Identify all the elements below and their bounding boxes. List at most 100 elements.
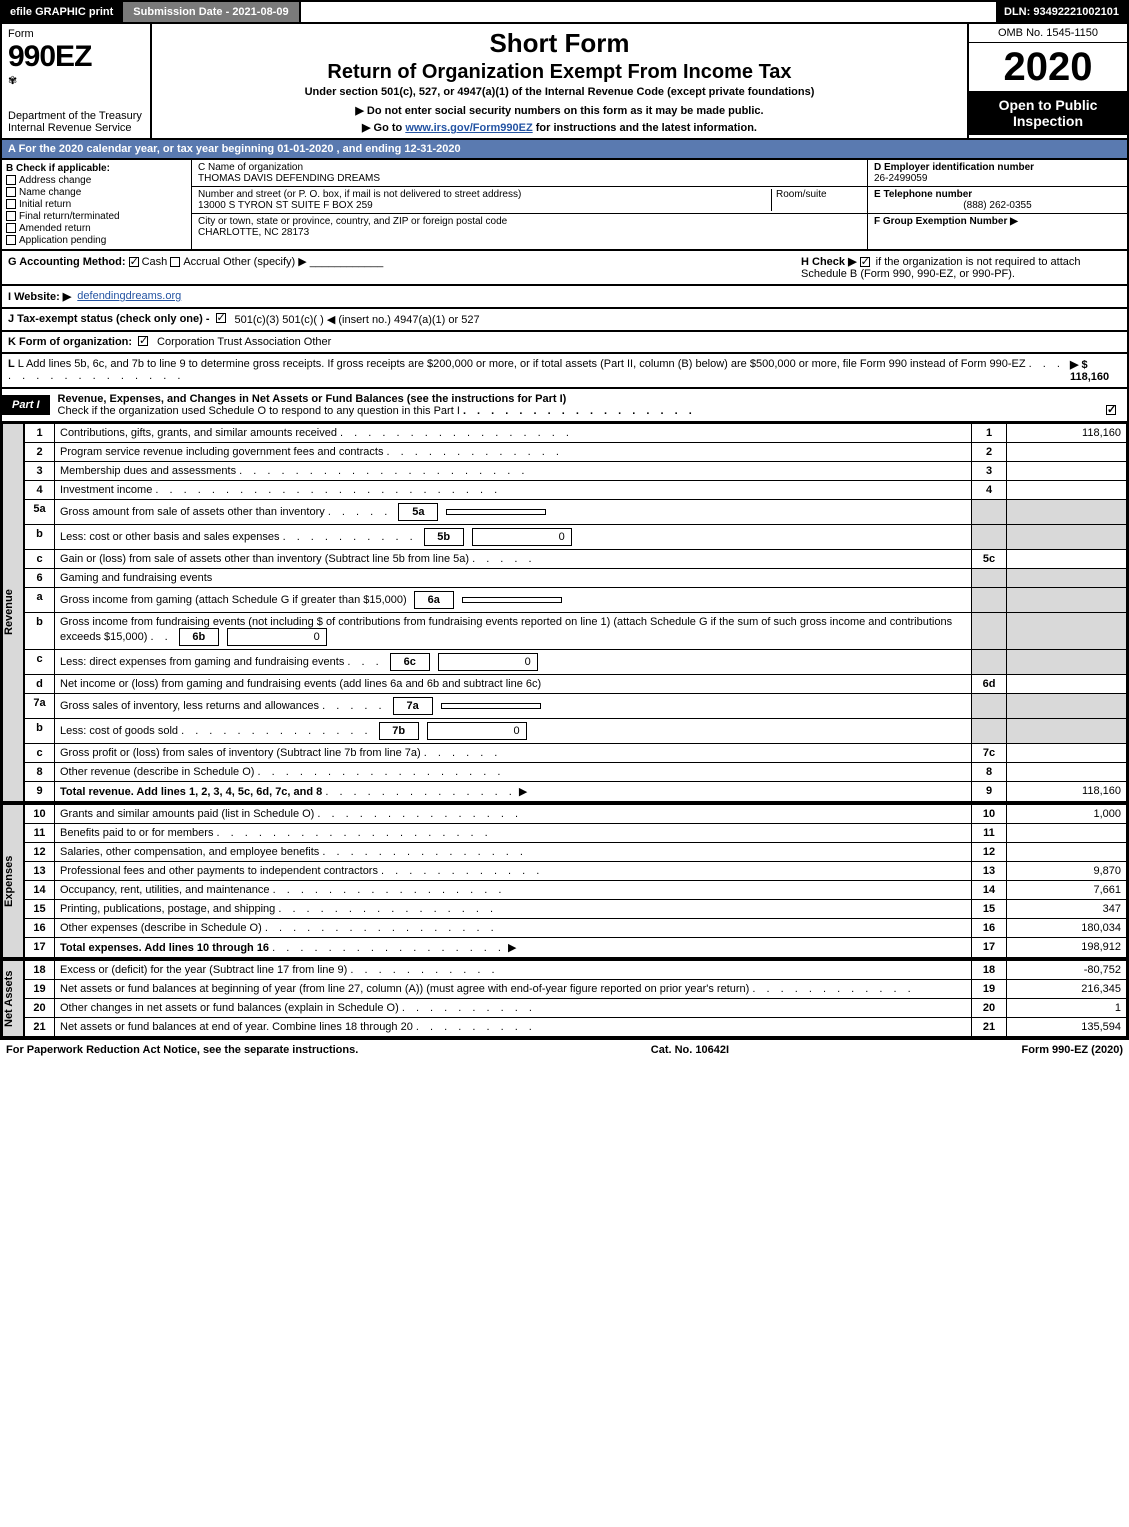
box-c: C Name of organization THOMAS DAVIS DEFE… xyxy=(192,160,867,249)
line-16: 16Other expenses (describe in Schedule O… xyxy=(25,919,1127,938)
note2-prefix: ▶ Go to xyxy=(362,122,405,134)
irs-link[interactable]: www.irs.gov/Form990EZ xyxy=(405,122,532,134)
check-application-pending[interactable] xyxy=(6,235,16,245)
check-final-return[interactable] xyxy=(6,211,16,221)
line-13: 13Professional fees and other payments t… xyxy=(25,862,1127,881)
row-l: L L Add lines 5b, 6c, and 7b to line 9 t… xyxy=(0,354,1129,389)
check-501c3[interactable] xyxy=(216,313,226,323)
part1-header: Part I Revenue, Expenses, and Changes in… xyxy=(0,389,1129,423)
line-12: 12Salaries, other compensation, and empl… xyxy=(25,843,1127,862)
box-j-label: J Tax-exempt status (check only one) - xyxy=(8,313,210,325)
return-title: Return of Organization Exempt From Incom… xyxy=(158,61,961,84)
tax-year: 2020 xyxy=(969,43,1127,91)
box-k-opts: Corporation Trust Association Other xyxy=(157,336,331,348)
box-g-label: G Accounting Method: xyxy=(8,256,126,268)
room-suite-label: Room/suite xyxy=(771,189,861,211)
opt-initial-return: Initial return xyxy=(19,199,71,210)
footer-left: For Paperwork Reduction Act Notice, see … xyxy=(6,1044,358,1056)
box-l-text: L Add lines 5b, 6c, and 7b to line 9 to … xyxy=(18,358,1026,370)
check-address-change[interactable] xyxy=(6,175,16,185)
omb-number: OMB No. 1545-1150 xyxy=(969,24,1127,43)
form-number: 990EZ xyxy=(8,40,144,74)
box-h-label: H Check ▶ xyxy=(801,256,857,268)
box-c-label: C Name of organization xyxy=(198,162,861,173)
line-1: 1Contributions, gifts, grants, and simil… xyxy=(25,424,1127,443)
line-4: 4Investment income . . . . . . . . . . .… xyxy=(25,481,1127,500)
under-section: Under section 501(c), 527, or 4947(a)(1)… xyxy=(158,86,961,98)
box-d-label: D Employer identification number xyxy=(874,162,1121,173)
check-corporation[interactable] xyxy=(138,336,148,346)
opt-application-pending: Application pending xyxy=(19,235,106,246)
line-14: 14Occupancy, rent, utilities, and mainte… xyxy=(25,881,1127,900)
check-accrual[interactable] xyxy=(170,257,180,267)
row-j: J Tax-exempt status (check only one) - 5… xyxy=(0,309,1129,332)
ein-value: 26-2499059 xyxy=(874,173,1121,184)
row-gh: G Accounting Method: Cash Accrual Other … xyxy=(0,251,1129,286)
dept-treasury: Department of the Treasury xyxy=(8,110,144,122)
box-l-amount: ▶ $ 118,160 xyxy=(1070,358,1121,383)
box-e-label: E Telephone number xyxy=(874,189,1121,200)
irs-label: Internal Revenue Service xyxy=(8,122,144,134)
line-18: 18Excess or (deficit) for the year (Subt… xyxy=(25,961,1127,980)
opt-other-method: Other (specify) ▶ xyxy=(223,256,307,268)
opt-address-change: Address change xyxy=(19,175,91,186)
check-cash[interactable] xyxy=(129,257,139,267)
box-j-opts: 501(c)(3) 501(c)( ) ◀ (insert no.) 4947(… xyxy=(235,313,480,326)
line-20: 20Other changes in net assets or fund ba… xyxy=(25,999,1127,1018)
efile-print-label[interactable]: efile GRAPHIC print xyxy=(2,2,121,22)
expenses-section: Expenses 10Grants and similar amounts pa… xyxy=(0,804,1129,960)
line-6b: bGross income from fundraising events (n… xyxy=(25,613,1127,650)
netassets-section: Net Assets 18Excess or (deficit) for the… xyxy=(0,960,1129,1039)
org-name: THOMAS DAVIS DEFENDING DREAMS xyxy=(198,173,861,184)
page-footer: For Paperwork Reduction Act Notice, see … xyxy=(0,1039,1129,1060)
row-i: I Website: ▶ defendingdreams.org xyxy=(0,286,1129,309)
line-5c: cGain or (loss) from sale of assets othe… xyxy=(25,550,1127,569)
ssn-warning: ▶ Do not enter social security numbers o… xyxy=(158,104,961,117)
box-f-label: F Group Exemption Number ▶ xyxy=(874,216,1121,227)
line-6: 6Gaming and fundraising events xyxy=(25,569,1127,588)
phone-value: (888) 262-0355 xyxy=(874,200,1121,211)
instructions-note: ▶ Go to www.irs.gov/Form990EZ for instru… xyxy=(158,121,961,134)
check-name-change[interactable] xyxy=(6,187,16,197)
line-6a: aGross income from gaming (attach Schedu… xyxy=(25,588,1127,613)
note2-suffix: for instructions and the latest informat… xyxy=(536,122,757,134)
opt-final-return: Final return/terminated xyxy=(19,211,120,222)
opt-accrual: Accrual xyxy=(183,256,220,268)
part1-check-text: Check if the organization used Schedule … xyxy=(58,405,460,417)
check-h[interactable] xyxy=(860,257,870,267)
box-k-label: K Form of organization: xyxy=(8,336,132,348)
footer-mid: Cat. No. 10642I xyxy=(651,1044,729,1056)
line-9: 9Total revenue. Add lines 1, 2, 3, 4, 5c… xyxy=(25,782,1127,802)
submission-date: Submission Date - 2021-08-09 xyxy=(121,2,300,22)
line-7c: cGross profit or (loss) from sales of in… xyxy=(25,744,1127,763)
footer-right: Form 990-EZ (2020) xyxy=(1022,1044,1123,1056)
line-2: 2Program service revenue including gover… xyxy=(25,443,1127,462)
part1-title: Revenue, Expenses, and Changes in Net As… xyxy=(58,393,567,405)
website-link[interactable]: defendingdreams.org xyxy=(77,290,181,302)
line-15: 15Printing, publications, postage, and s… xyxy=(25,900,1127,919)
tax-period: A For the 2020 calendar year, or tax yea… xyxy=(0,140,1129,160)
addr-label: Number and street (or P. O. box, if mail… xyxy=(198,189,771,200)
line-3: 3Membership dues and assessments . . . .… xyxy=(25,462,1127,481)
row-k: K Form of organization: Corporation Trus… xyxy=(0,332,1129,354)
line-10: 10Grants and similar amounts paid (list … xyxy=(25,805,1127,824)
check-part1-scho[interactable] xyxy=(1106,405,1116,415)
top-bar: efile GRAPHIC print Submission Date - 20… xyxy=(0,0,1129,24)
line-5b: bLess: cost or other basis and sales exp… xyxy=(25,525,1127,550)
revenue-section: Revenue 1Contributions, gifts, grants, a… xyxy=(0,423,1129,804)
form-label: Form xyxy=(8,28,144,40)
line-5a: 5aGross amount from sale of assets other… xyxy=(25,500,1127,525)
check-initial-return[interactable] xyxy=(6,199,16,209)
check-amended-return[interactable] xyxy=(6,223,16,233)
revenue-sidelabel: Revenue xyxy=(2,423,24,802)
line-21: 21Net assets or fund balances at end of … xyxy=(25,1018,1127,1037)
opt-amended-return: Amended return xyxy=(19,223,91,234)
line-6d: dNet income or (loss) from gaming and fu… xyxy=(25,675,1127,694)
line-11: 11Benefits paid to or for members . . . … xyxy=(25,824,1127,843)
box-b-title: B Check if applicable: xyxy=(6,163,187,174)
dln-label: DLN: 93492221002101 xyxy=(996,2,1127,22)
netassets-sidelabel: Net Assets xyxy=(2,960,24,1037)
open-public-badge: Open to Public Inspection xyxy=(969,91,1127,135)
box-i-label: I Website: ▶ xyxy=(8,290,71,303)
part1-tab: Part I xyxy=(2,395,50,415)
